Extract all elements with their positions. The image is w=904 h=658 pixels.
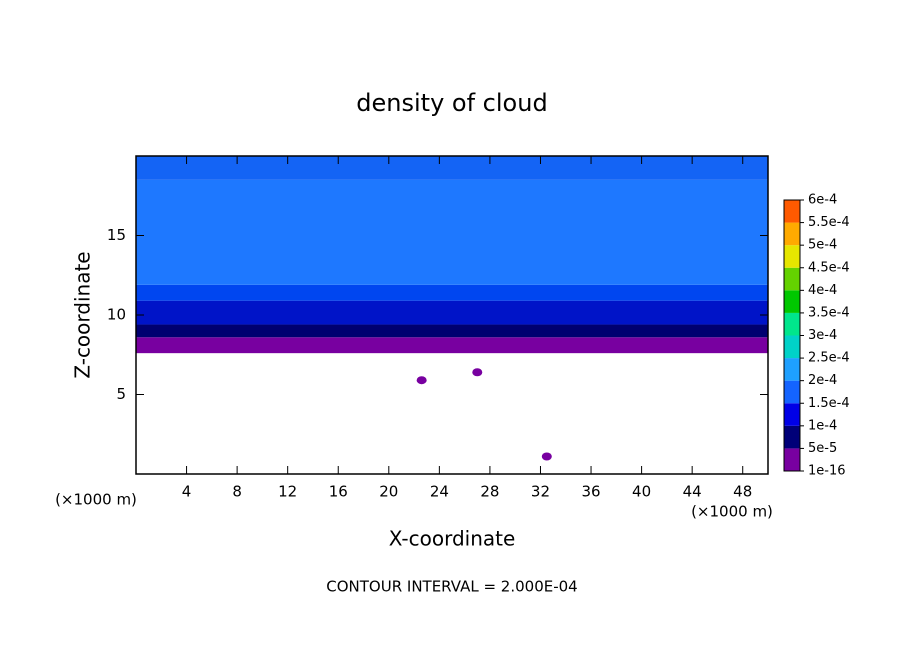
contour-region xyxy=(136,324,768,338)
contour-region xyxy=(136,337,768,354)
colorbar-label: 2.5e-4 xyxy=(808,351,850,366)
colorbar-label: 5e-4 xyxy=(808,238,837,253)
x-tick-label: 28 xyxy=(480,483,499,501)
y-tick-label: 5 xyxy=(116,385,126,403)
colorbar-swatch xyxy=(784,380,800,404)
contour-region xyxy=(136,300,768,325)
colorbar-swatch xyxy=(784,425,800,449)
x-tick-label: 12 xyxy=(278,483,297,501)
colorbar-swatch xyxy=(784,290,800,313)
x-axis-label: X-coordinate xyxy=(389,527,516,551)
colorbar-swatch xyxy=(784,358,800,381)
colorbar-label: 1.5e-4 xyxy=(808,396,850,411)
chart-title: density of cloud xyxy=(356,89,547,117)
y-axis-label: Z-coordinate xyxy=(71,251,95,378)
y-tick-label: 15 xyxy=(107,226,126,244)
colorbar-label: 1e-16 xyxy=(808,464,846,479)
colorbar-label: 3.5e-4 xyxy=(808,305,850,320)
colorbar-label: 4e-4 xyxy=(808,283,837,298)
colorbar-swatch xyxy=(784,312,800,336)
x-tick-label: 24 xyxy=(430,483,449,501)
colorbar-swatch xyxy=(784,267,800,291)
x-tick-label: 44 xyxy=(683,483,702,501)
colorbar-label: 5.5e-4 xyxy=(808,215,850,230)
contour-patch xyxy=(416,376,427,385)
colorbar-swatch xyxy=(784,245,800,268)
footnote: CONTOUR INTERVAL = 2.000E-04 xyxy=(326,578,577,596)
x-tick-label: 32 xyxy=(531,483,550,501)
contour-patch xyxy=(541,452,552,461)
x-tick-label: 4 xyxy=(182,483,192,501)
colorbar-label: 2e-4 xyxy=(808,373,837,388)
x-tick-label: 16 xyxy=(329,483,348,501)
x-tick-label: 8 xyxy=(232,483,242,501)
colorbar-swatch xyxy=(784,335,800,359)
x-unit: (×1000 m) xyxy=(691,503,773,521)
x-tick-label: 36 xyxy=(581,483,600,501)
colorbar-swatch xyxy=(784,222,800,246)
x-tick-label: 48 xyxy=(733,483,752,501)
colorbar-swatch xyxy=(784,403,800,426)
colorbar-label: 6e-4 xyxy=(808,193,837,208)
colorbar-label: 4.5e-4 xyxy=(808,260,850,275)
colorbar-label: 3e-4 xyxy=(808,328,837,343)
colorbar-swatch xyxy=(784,200,800,223)
contour-region xyxy=(136,284,768,301)
x-tick-label: 40 xyxy=(632,483,651,501)
x-tick-label: 20 xyxy=(379,483,398,501)
contour-region xyxy=(136,179,768,285)
y-tick-label: 10 xyxy=(107,306,126,324)
colorbar-label: 5e-5 xyxy=(808,441,837,456)
colorbar-label: 1e-4 xyxy=(808,418,837,433)
colorbar-swatch xyxy=(784,448,800,471)
y-unit: (×1000 m) xyxy=(55,491,137,509)
contour-patch xyxy=(472,368,483,377)
contour-region xyxy=(136,156,768,180)
